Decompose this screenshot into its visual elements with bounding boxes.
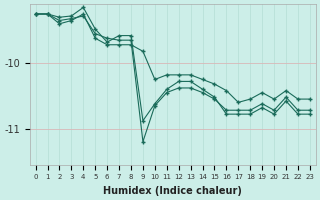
X-axis label: Humidex (Indice chaleur): Humidex (Indice chaleur): [103, 186, 242, 196]
